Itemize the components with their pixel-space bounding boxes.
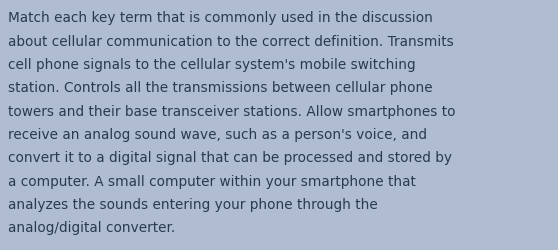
Text: analog/digital converter.: analog/digital converter.	[8, 220, 176, 234]
Text: cell phone signals to the cellular system's mobile switching: cell phone signals to the cellular syste…	[8, 58, 416, 72]
Text: convert it to a digital signal that can be processed and stored by: convert it to a digital signal that can …	[8, 151, 453, 165]
Text: towers and their base transceiver stations. Allow smartphones to: towers and their base transceiver statio…	[8, 104, 456, 118]
Text: Match each key term that is commonly used in the discussion: Match each key term that is commonly use…	[8, 11, 433, 25]
Text: receive an analog sound wave, such as a person's voice, and: receive an analog sound wave, such as a …	[8, 128, 427, 141]
Text: about cellular communication to the correct definition. Transmits: about cellular communication to the corr…	[8, 34, 454, 48]
Text: a computer. A small computer within your smartphone that: a computer. A small computer within your…	[8, 174, 416, 188]
Text: analyzes the sounds entering your phone through the: analyzes the sounds entering your phone …	[8, 197, 378, 211]
Text: station. Controls all the transmissions between cellular phone: station. Controls all the transmissions …	[8, 81, 433, 95]
